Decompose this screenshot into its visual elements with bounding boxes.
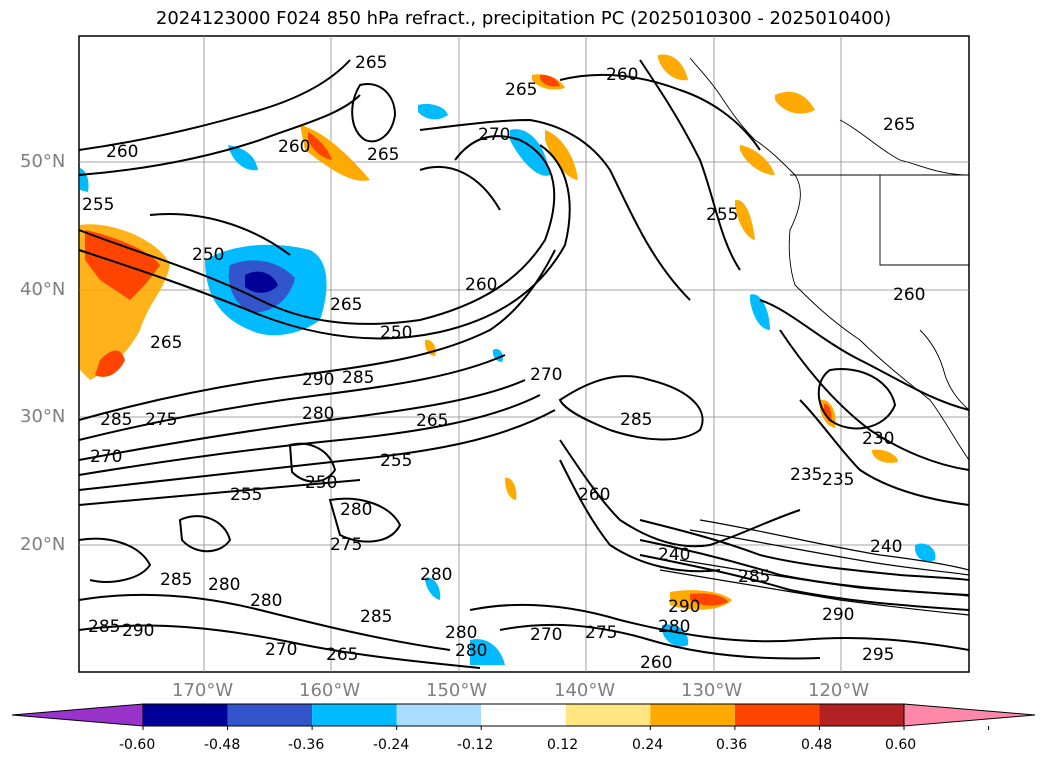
contour-label: 285 (100, 410, 132, 430)
contour-label: 250 (305, 473, 337, 493)
contour-label: 240 (870, 537, 902, 557)
contour-label: 270 (90, 447, 122, 467)
contour-label: 280 (455, 641, 487, 661)
colorbar-segment (565, 704, 651, 726)
contour-label: 290 (668, 597, 700, 617)
colorbar-border (142, 703, 905, 727)
contour-label: 265 (326, 645, 358, 665)
lat-label: 50°N (20, 151, 66, 172)
contour-label: 265 (150, 333, 182, 353)
contour-label: 255 (380, 451, 412, 471)
contour-label: 290 (822, 605, 854, 625)
lat-label: 40°N (20, 279, 66, 300)
coastline (689, 57, 970, 461)
lon-label: 120°W (808, 680, 870, 701)
contour-label: 280 (420, 565, 452, 585)
contour-label: 250 (380, 323, 412, 343)
refractivity-contours (78, 59, 970, 669)
contour-label: 285 (360, 607, 392, 627)
contour-label: 280 (250, 591, 282, 611)
contour-label: 260 (465, 275, 497, 295)
colorbar-tick: -0.60 (119, 737, 156, 753)
contour-label: 260 (106, 142, 138, 162)
lon-label: 130°W (681, 680, 743, 701)
colorbar-extend-high (903, 703, 1036, 727)
contour-label: 270 (530, 625, 562, 645)
contour-label: 270 (530, 365, 562, 385)
lat-label: 20°N (20, 534, 66, 555)
contour-label: 275 (330, 535, 362, 555)
contour-label: 285 (620, 410, 652, 430)
colorbar-segment (650, 704, 735, 726)
colorbar-segment (396, 704, 482, 726)
contour-label: 250 (192, 245, 224, 265)
contour-label: 295 (862, 645, 894, 665)
contour-label: 290 (302, 370, 334, 390)
contour-label: 285 (342, 368, 374, 388)
colorbar-tick: -0.36 (288, 737, 325, 753)
contour-label: 280 (445, 623, 477, 643)
contour-label: 280 (208, 575, 240, 595)
contour-label: 260 (640, 653, 672, 673)
contour-label: 265 (416, 411, 448, 431)
contour-label: 290 (122, 621, 154, 641)
contour-label: 265 (330, 295, 362, 315)
contour-label: 235 (822, 470, 854, 490)
contour-label: 285 (738, 567, 770, 587)
colorbar (11, 703, 1036, 730)
contour-label: 270 (478, 125, 510, 145)
contour-label: 275 (585, 623, 617, 643)
contour-label: 280 (302, 404, 334, 424)
colorbar-segment (143, 704, 228, 726)
contour-label: 240 (658, 545, 690, 565)
colorbar-tick: -0.12 (457, 737, 494, 753)
contour-label: 235 (790, 465, 822, 485)
contour-label: 265 (883, 115, 915, 135)
contour-label: 255 (230, 485, 262, 505)
contour-label: 260 (278, 137, 310, 157)
contour-label: 255 (82, 195, 114, 215)
colorbar-tick: 0.36 (716, 737, 748, 753)
minor-contours (659, 519, 970, 616)
colorbar-tick: 0.24 (632, 737, 664, 753)
colorbar-tick: 0.12 (547, 737, 579, 753)
colorbar-tick: -0.48 (204, 737, 241, 753)
contour-label: 265 (367, 145, 399, 165)
colorbar-segment (481, 704, 566, 726)
colorbar-tick: 0.48 (801, 737, 833, 753)
lon-label: 140°W (554, 680, 616, 701)
contour-label: 255 (706, 205, 738, 225)
contour-label: 265 (355, 53, 387, 73)
colorbar-tick: 0.60 (885, 737, 917, 753)
contour-label: 280 (658, 617, 690, 637)
colorbar-segment (227, 704, 313, 726)
lat-label: 30°N (20, 406, 66, 427)
colorbar-segment (819, 704, 904, 726)
contour-label: 285 (88, 617, 120, 637)
contour-label: 230 (862, 429, 894, 449)
contour-label: 270 (265, 640, 297, 660)
contour-label: 280 (340, 500, 372, 520)
lon-label: 170°W (172, 680, 234, 701)
map-title: 2024123000 F024 850 hPa refract., precip… (155, 8, 892, 29)
colorbar-tick: -0.24 (373, 737, 410, 753)
contour-label-group: 265 260 265 265 270 260 265 260 255 250 … (82, 53, 925, 673)
contour-label: 285 (160, 570, 192, 590)
colorbar-segment (734, 704, 820, 726)
lon-label: 150°W (426, 680, 488, 701)
colorbar-extend-low (11, 703, 144, 727)
contour-label: 260 (893, 285, 925, 305)
contour-label: 275 (145, 410, 177, 430)
lon-label: 160°W (299, 680, 361, 701)
colorbar-segment (312, 704, 397, 726)
contour-label: 265 (505, 80, 537, 100)
contour-label: 260 (578, 485, 610, 505)
contour-label: 260 (606, 65, 638, 85)
